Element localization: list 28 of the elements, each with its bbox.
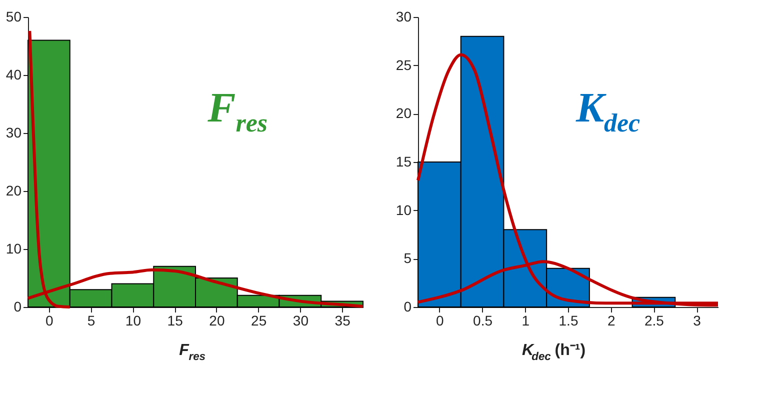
y-tick-label: 0	[14, 298, 22, 314]
x-tick-label: 0	[436, 312, 444, 328]
x-tick-label: 10	[125, 312, 142, 328]
y-tick-label: 20	[396, 105, 412, 122]
x-tick-label: 20	[209, 312, 225, 328]
y-tick-label: 20	[6, 182, 22, 198]
x-tick-label: 2.5	[644, 312, 664, 328]
x-tick-label: 0	[46, 312, 54, 328]
y-tick-label: 5	[404, 250, 412, 266]
y-tick-label: 0	[404, 298, 412, 314]
y-tick-label: 30	[396, 8, 412, 24]
x-tick-label: 0.5	[473, 312, 493, 328]
x-tick-label: 5	[87, 312, 96, 328]
x-tick-label: 2	[607, 312, 616, 328]
x-tick-label: 1	[522, 312, 530, 328]
y-tick-label: 50	[6, 8, 22, 24]
x-tick-label: 3	[693, 312, 702, 328]
y-tick-label: 25	[396, 56, 412, 73]
x-tick-label: 15	[167, 312, 184, 328]
y-tick-label: 10	[396, 202, 412, 218]
y-tick-label: 15	[396, 154, 412, 170]
x-tick-label: 1.5	[558, 312, 578, 328]
y-tick-label: 30	[6, 124, 22, 140]
y-tick-label: 10	[6, 240, 22, 256]
x-tick-label: 30	[292, 312, 309, 328]
x-tick-label: 25	[251, 312, 267, 328]
x-tick-label: 35	[334, 312, 351, 328]
y-tick-label: 40	[6, 66, 22, 82]
